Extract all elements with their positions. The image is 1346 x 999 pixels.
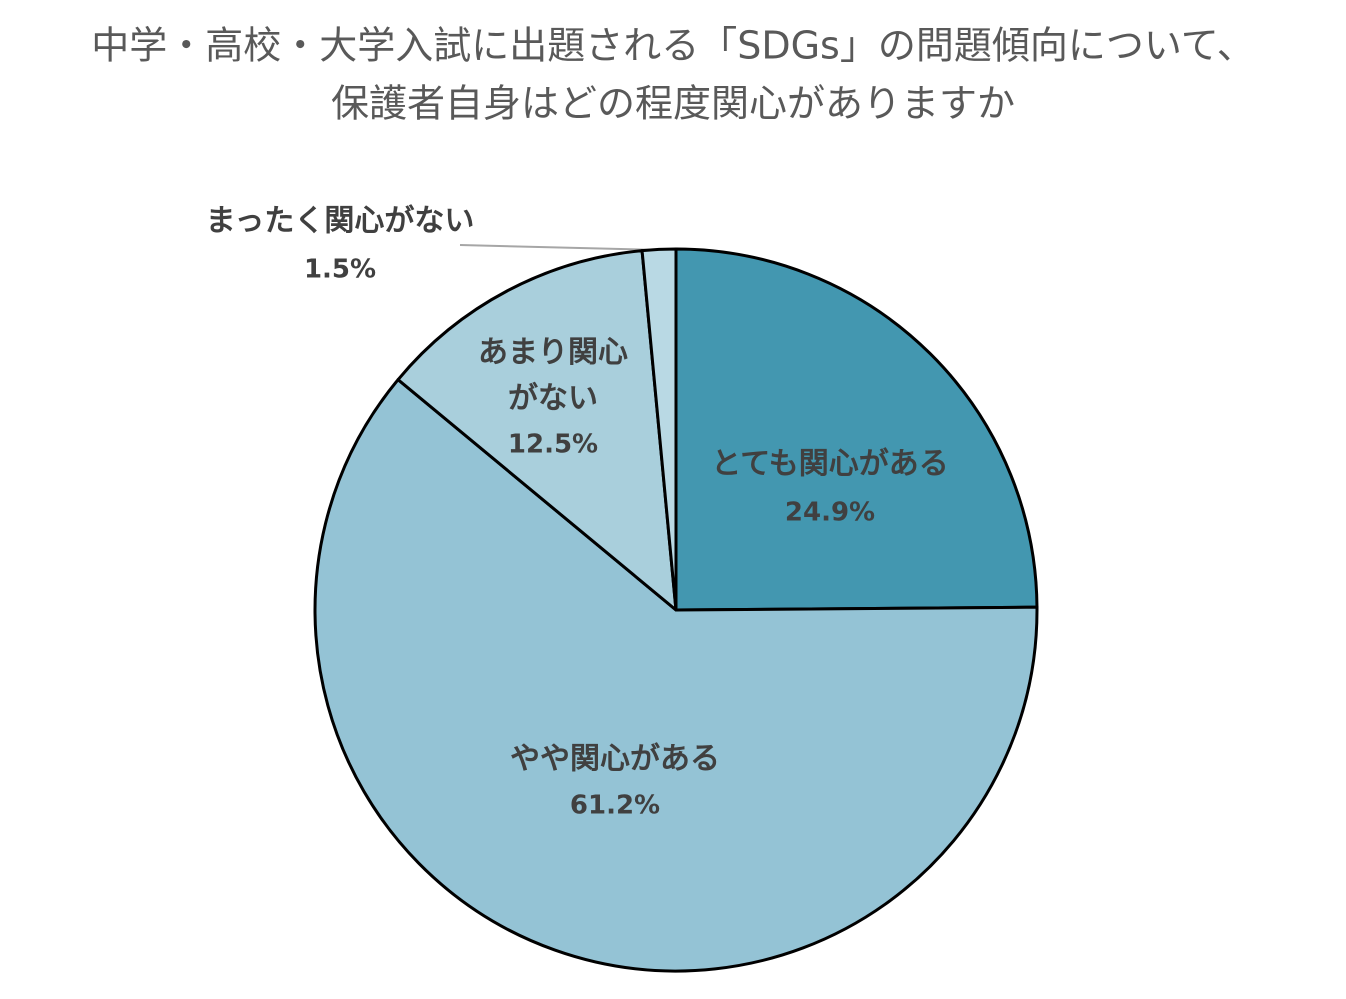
slice-label: やや関心がある — [510, 742, 720, 777]
leader-line — [459, 244, 661, 251]
value-label: 1.5% — [304, 255, 376, 285]
slice-label: まったく関心がない — [206, 204, 475, 239]
pie-slice — [313, 378, 1039, 973]
value-label: 24.9% — [785, 498, 875, 528]
pie-slice — [674, 247, 1039, 612]
chart-title: 中学・高校・大学入試に出題される「SDGs」の問題傾向について、 — [91, 24, 1255, 68]
pie-slice — [640, 247, 678, 612]
slice-label: とても関心がある — [711, 447, 949, 482]
value-label: 12.5% — [508, 430, 598, 460]
chart-title: 保護者自身はどの程度関心がありますか — [331, 82, 1015, 126]
value-label: 61.2% — [570, 791, 660, 821]
slice-label: あまり関心がない — [478, 335, 628, 416]
pie-slice — [396, 249, 678, 612]
